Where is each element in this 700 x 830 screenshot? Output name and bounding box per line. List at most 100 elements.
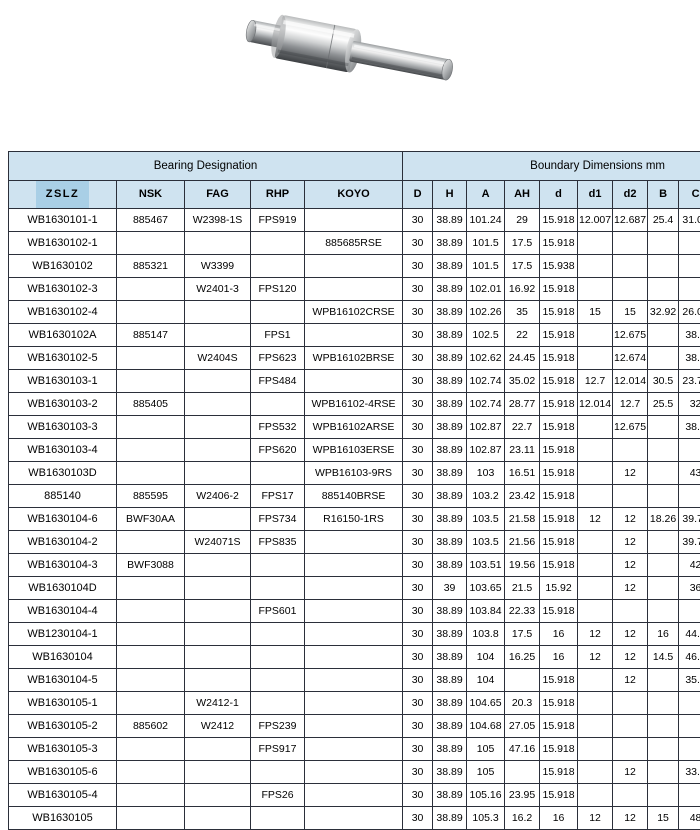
table-cell: BWF3088 bbox=[117, 554, 185, 577]
column-header-d[interactable]: d bbox=[540, 181, 578, 209]
table-cell: 885685RSE bbox=[305, 232, 403, 255]
table-cell bbox=[613, 692, 648, 715]
column-header-C[interactable]: C bbox=[679, 181, 700, 209]
table-cell: 23.75 bbox=[679, 370, 700, 393]
table-cell bbox=[305, 784, 403, 807]
table-cell bbox=[117, 692, 185, 715]
table-cell: 104 bbox=[467, 669, 505, 692]
table-cell bbox=[117, 577, 185, 600]
column-header-rhp[interactable]: RHP bbox=[251, 181, 305, 209]
column-header-B[interactable]: B bbox=[648, 181, 679, 209]
table-cell bbox=[251, 577, 305, 600]
cell-designation: WB1630104-3 bbox=[9, 554, 117, 577]
column-header-AH[interactable]: AH bbox=[505, 181, 540, 209]
table-cell bbox=[251, 761, 305, 784]
cell-designation: WB1630104-5 bbox=[9, 669, 117, 692]
table-cell bbox=[251, 393, 305, 416]
table-cell: 38.89 bbox=[433, 232, 467, 255]
cell-designation: WB1630102-5 bbox=[9, 347, 117, 370]
table-cell: 16 bbox=[540, 807, 578, 830]
column-header-d2[interactable]: d2 bbox=[613, 181, 648, 209]
table-cell bbox=[251, 669, 305, 692]
column-header-D[interactable]: D bbox=[403, 181, 433, 209]
table-cell bbox=[305, 669, 403, 692]
column-header-koyo[interactable]: KOYO bbox=[305, 181, 403, 209]
column-header-fag[interactable]: FAG bbox=[185, 181, 251, 209]
table-cell bbox=[679, 439, 700, 462]
table-cell: 12 bbox=[578, 508, 613, 531]
column-header-nsk[interactable]: NSK bbox=[117, 181, 185, 209]
table-cell: 23.95 bbox=[505, 784, 540, 807]
table-cell: 30 bbox=[403, 232, 433, 255]
cell-designation: WB1630105 bbox=[9, 807, 117, 830]
table-cell bbox=[185, 761, 251, 784]
column-header-A[interactable]: A bbox=[467, 181, 505, 209]
table-cell: 30 bbox=[403, 255, 433, 278]
table-cell: 15.918 bbox=[540, 600, 578, 623]
table-cell: 102.01 bbox=[467, 278, 505, 301]
table-cell bbox=[305, 807, 403, 830]
table-cell: 12.014 bbox=[613, 370, 648, 393]
table-cell: 12.674 bbox=[613, 347, 648, 370]
table-cell: 17.5 bbox=[505, 623, 540, 646]
table-cell: W3399 bbox=[185, 255, 251, 278]
table-cell: 16.25 bbox=[505, 646, 540, 669]
table-cell: 30 bbox=[403, 646, 433, 669]
table-cell: 38.89 bbox=[433, 370, 467, 393]
cell-designation: WB1630104 bbox=[9, 646, 117, 669]
table-cell: 12 bbox=[613, 462, 648, 485]
table-cell: 15.918 bbox=[540, 761, 578, 784]
table-cell: FPS620 bbox=[251, 439, 305, 462]
table-cell bbox=[613, 738, 648, 761]
table-cell: FPS26 bbox=[251, 784, 305, 807]
table-cell bbox=[251, 301, 305, 324]
table-cell bbox=[505, 761, 540, 784]
table-cell: FPS239 bbox=[251, 715, 305, 738]
table-cell: 15.918 bbox=[540, 485, 578, 508]
table-cell: 15.918 bbox=[540, 508, 578, 531]
table-cell bbox=[305, 738, 403, 761]
table-cell: 19.56 bbox=[505, 554, 540, 577]
table-cell: 103.5 bbox=[467, 531, 505, 554]
table-cell: W24071S bbox=[185, 531, 251, 554]
table-cell bbox=[648, 347, 679, 370]
table-cell bbox=[185, 623, 251, 646]
table-cell: 30 bbox=[403, 761, 433, 784]
column-header-d1[interactable]: d1 bbox=[578, 181, 613, 209]
table-cell: 47.16 bbox=[505, 738, 540, 761]
column-header-zslz[interactable]: ZSLZ bbox=[9, 181, 117, 209]
table-cell bbox=[185, 301, 251, 324]
table-cell bbox=[305, 646, 403, 669]
table-cell: W2398-1S bbox=[185, 209, 251, 232]
group-header-row: Bearing Designation Boundary Dimensions … bbox=[9, 152, 700, 181]
column-header-H[interactable]: H bbox=[433, 181, 467, 209]
table-cell: FPS17 bbox=[251, 485, 305, 508]
